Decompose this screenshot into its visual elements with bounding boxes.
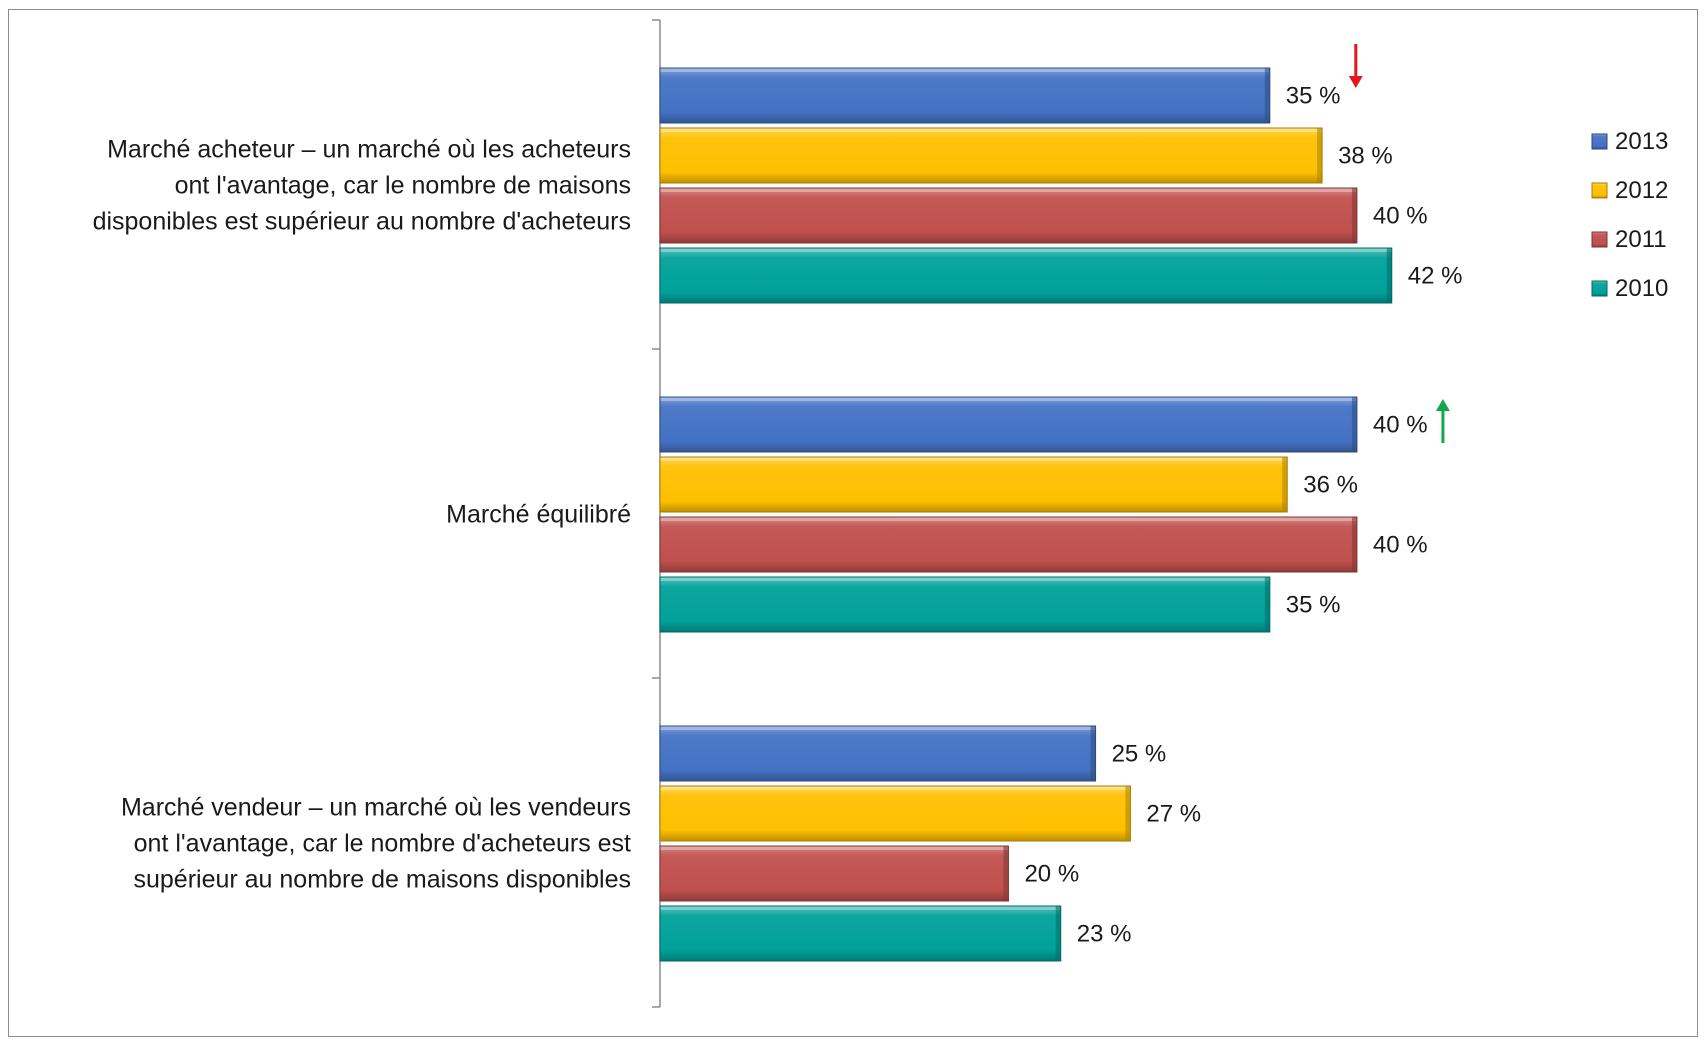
data-label: 42 % <box>1408 263 1463 290</box>
data-label: 40 % <box>1373 532 1428 559</box>
bar-2010-cat-0 <box>659 247 1393 304</box>
legend-label: 2011 <box>1615 226 1667 253</box>
bar <box>660 726 1096 781</box>
bar-2011-cat-2 <box>659 845 1009 902</box>
bar <box>660 128 1323 183</box>
data-label: 25 % <box>1112 741 1167 768</box>
category-labels: Marché acheteur – un marché où les achet… <box>93 136 631 894</box>
arrow-down-icon <box>1348 44 1363 88</box>
data-label: 20 % <box>1024 861 1079 888</box>
bar <box>660 188 1357 243</box>
bar <box>660 846 1009 901</box>
data-label: 35 % <box>1286 83 1341 110</box>
bar <box>660 786 1131 841</box>
legend-item-2010: 2010 <box>1591 275 1668 302</box>
category-axis <box>652 19 661 1008</box>
bar <box>660 68 1270 123</box>
bar-2013-cat-0 <box>659 67 1271 124</box>
data-label: 23 % <box>1077 921 1132 948</box>
bar-2010-cat-1 <box>659 576 1271 633</box>
bar <box>660 906 1061 961</box>
category-label: Marché équilibré <box>446 501 631 529</box>
legend-swatch <box>1591 280 1608 297</box>
bar-2012-cat-0 <box>659 127 1323 184</box>
data-label: 35 % <box>1286 592 1341 619</box>
category-label: Marché vendeur – un marché où les vendeu… <box>121 794 631 894</box>
legend-label: 2012 <box>1615 177 1668 204</box>
annotations <box>1348 44 1450 443</box>
legend-item-2012: 2012 <box>1591 177 1668 204</box>
data-labels: 35 % 40 % 25 % 38 % 36 % 27 % 40 % 40 % 20 % 42 %… <box>1024 83 1462 948</box>
legend-swatch <box>1591 182 1608 199</box>
bar-2013-cat-2 <box>659 725 1097 782</box>
data-label: 40 % <box>1373 203 1428 230</box>
data-label: 38 % <box>1338 143 1393 170</box>
bar-2010-cat-2 <box>659 905 1062 962</box>
bar-2012-cat-2 <box>659 785 1131 842</box>
bar-2011-cat-1 <box>659 516 1358 573</box>
legend-label: 2013 <box>1615 128 1668 155</box>
bar <box>660 517 1357 572</box>
bar-2012-cat-1 <box>659 456 1288 513</box>
bar <box>660 397 1357 452</box>
data-label: 40 % <box>1373 412 1428 439</box>
bar-2013-cat-1 <box>659 396 1358 453</box>
bars <box>659 67 1393 962</box>
data-label: 27 % <box>1146 801 1201 828</box>
bar <box>660 248 1392 303</box>
legend-swatch <box>1591 231 1608 248</box>
legend-item-2011: 2011 <box>1591 226 1667 253</box>
arrow-up-icon <box>1435 399 1450 443</box>
legend-label: 2010 <box>1615 275 1668 302</box>
legend: 2013 2012 2011 2010 <box>1591 128 1668 302</box>
bar <box>660 577 1270 632</box>
bar-2011-cat-0 <box>659 187 1358 244</box>
legend-item-2013: 2013 <box>1591 128 1668 155</box>
bar <box>660 457 1288 512</box>
category-label: Marché acheteur – un marché où les achet… <box>93 136 631 236</box>
data-label: 36 % <box>1303 472 1358 499</box>
legend-swatch <box>1591 133 1608 150</box>
